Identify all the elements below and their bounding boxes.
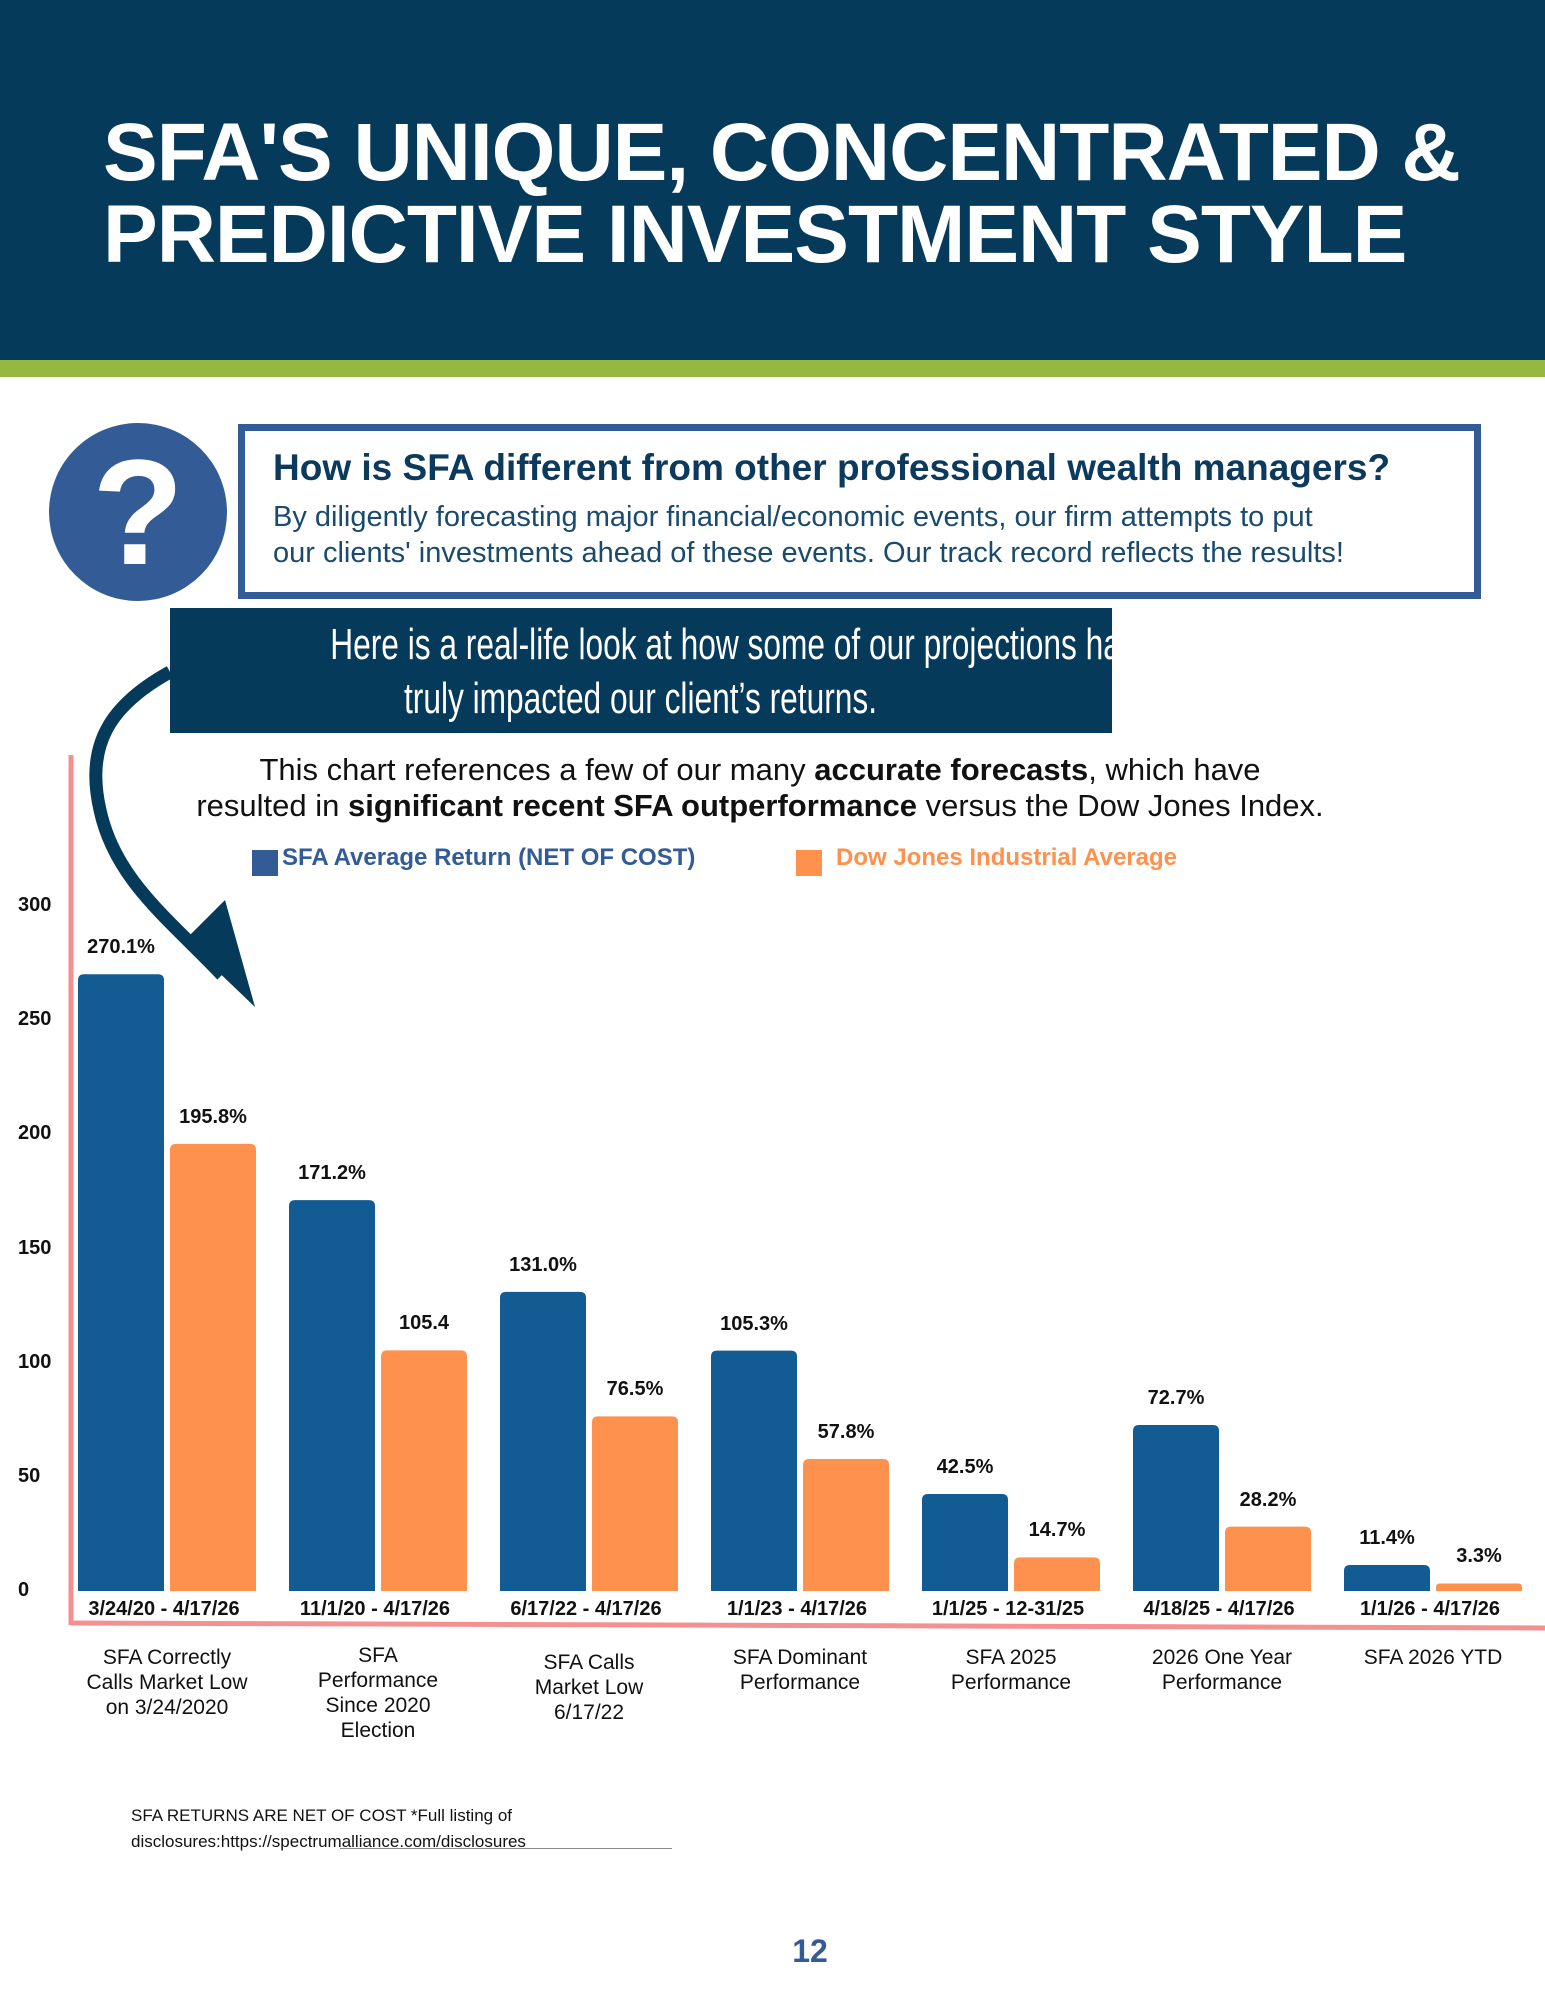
arrowhead-icon [185, 900, 255, 1007]
footnote-underline [340, 1848, 672, 1849]
x-category-label: SFA Dominant Performance [732, 1646, 868, 1694]
question-heading: How is SFA different from other professi… [273, 447, 1391, 488]
question-body: By diligently forecasting major financia… [273, 499, 1446, 571]
x-period-label: 1/1/25 - 12-31/25 [931, 1598, 1085, 1620]
callout-line-1: Here is a real-life look at how some of … [330, 620, 1155, 669]
bar-dow [1225, 1526, 1311, 1591]
bar-dow [592, 1416, 678, 1591]
legend-label: Dow Jones Industrial Average [836, 844, 1177, 871]
legend-swatch-sfa [252, 850, 278, 876]
x-category-label: SFA 2025 Performance [950, 1646, 1072, 1694]
arrow-icon [89, 666, 227, 980]
chart-subtitle: This chart references a few of our many … [140, 752, 1380, 824]
bar-value-label: 76.5% [606, 1378, 664, 1401]
footnote: SFA RETURNS ARE NET OF COST *Full listin… [131, 1803, 526, 1855]
x-period-label: 1/1/26 - 4/17/26 [1359, 1598, 1501, 1620]
x-period-label: 6/17/22 - 4/17/26 [510, 1598, 662, 1620]
bar-value-label: 57.8% [817, 1421, 875, 1444]
x-category-label: SFA Performance Since 2020 Election [317, 1644, 439, 1742]
bar-dow [1014, 1557, 1100, 1591]
x-category-label: SFA 2026 YTD [1363, 1646, 1503, 1669]
callout-banner: Here is a real-life look at how some of … [170, 608, 1154, 733]
bar-value-label: 11.4% [1359, 1526, 1415, 1549]
body-line-1: By diligently forecasting major financia… [273, 501, 1313, 533]
header-band [0, 0, 1545, 360]
x-category-label: SFA Correctly Calls Market Low on 3/24/2… [86, 1646, 248, 1719]
x-period-label: 1/1/23 - 4/17/26 [726, 1598, 868, 1620]
x-period-label: 11/1/20 - 4/17/26 [299, 1598, 451, 1620]
bar-sfa [1344, 1564, 1430, 1591]
subtitle-text: resulted in [196, 788, 348, 823]
bar-value-label: 105.4 [398, 1312, 450, 1335]
bar-sfa [78, 974, 164, 1591]
x-period-label: 3/24/20 - 4/17/26 [88, 1598, 240, 1620]
subtitle-text: This chart references a few of our many [259, 752, 815, 787]
bar-sfa [1133, 1425, 1219, 1591]
legend-swatch-dow [796, 850, 822, 876]
bar-value-label: 171.2% [298, 1162, 366, 1185]
bar-sfa [500, 1291, 586, 1591]
bar-value-label: 131.0% [509, 1253, 577, 1276]
callout-line-2: truly impacted our client’s returns. [404, 674, 878, 723]
legend-label: SFA Average Return (NET OF COST) [282, 844, 696, 871]
bar-dow [803, 1459, 889, 1591]
subtitle-text: , which have [1088, 752, 1261, 787]
bar-value-label: 195.8% [179, 1105, 247, 1128]
x-category-label: SFA Calls Market Low 6/17/22 [534, 1651, 644, 1724]
subtitle-bold: accurate forecasts [814, 752, 1089, 787]
bar-value-label: 72.7% [1147, 1387, 1205, 1409]
bar-dow [1436, 1583, 1522, 1591]
y-tick-label: 150 [18, 1236, 52, 1259]
bar-sfa [711, 1350, 797, 1591]
accent-stripe [0, 360, 1545, 377]
bar-value-label: 42.5% [936, 1455, 994, 1478]
footnote-link[interactable]: disclosures:https://spectrumalliance.com… [131, 1832, 526, 1851]
bar-value-label: 3.3% [1456, 1545, 1502, 1568]
bar-value-label: 270.1% [87, 936, 155, 959]
bar-value-label: 105.3% [720, 1312, 788, 1335]
legend-item-sfa: SFA Average Return (NET OF COST) [252, 840, 695, 876]
body-line-2: our clients' investments ahead of these … [273, 537, 1344, 569]
bar-sfa [289, 1200, 375, 1591]
bar-sfa [922, 1493, 1008, 1591]
x-axis-line [70, 1620, 1545, 1631]
bar-dow [381, 1350, 467, 1591]
question-box: How is SFA different from other professi… [238, 424, 1481, 599]
x-category-label: 2026 One Year Performance [1151, 1646, 1293, 1694]
y-tick-label: 0 [18, 1579, 30, 1601]
bar-value-label: 28.2% [1239, 1488, 1297, 1511]
legend-item-dow: Dow Jones Industrial Average [796, 840, 1177, 876]
title-line-1: SFA'S UNIQUE, CONCENTRATED & [103, 107, 1461, 198]
y-tick-label: 250 [18, 1008, 52, 1031]
x-period-label: 4/18/25 - 4/17/26 [1143, 1598, 1295, 1620]
y-tick-label: 50 [18, 1464, 41, 1487]
y-tick-label: 100 [18, 1350, 52, 1373]
subtitle-text: versus the Dow Jones Index. [917, 788, 1324, 823]
footnote-line-1: SFA RETURNS ARE NET OF COST *Full listin… [131, 1806, 513, 1825]
y-tick-label: 300 [18, 894, 52, 916]
title-line-2: PREDICTIVE INVESTMENT STYLE [103, 189, 1407, 280]
page-number: 12 [792, 1933, 828, 1969]
subtitle-bold: significant recent SFA outperformance [347, 788, 917, 823]
page-title: SFA'S UNIQUE, CONCENTRATED & PREDICTIVE … [103, 107, 1461, 280]
y-tick-label: 200 [18, 1122, 52, 1145]
question-mark-icon: ? [49, 423, 227, 601]
bar-dow [170, 1143, 256, 1591]
bar-value-label: 14.7% [1028, 1519, 1086, 1542]
